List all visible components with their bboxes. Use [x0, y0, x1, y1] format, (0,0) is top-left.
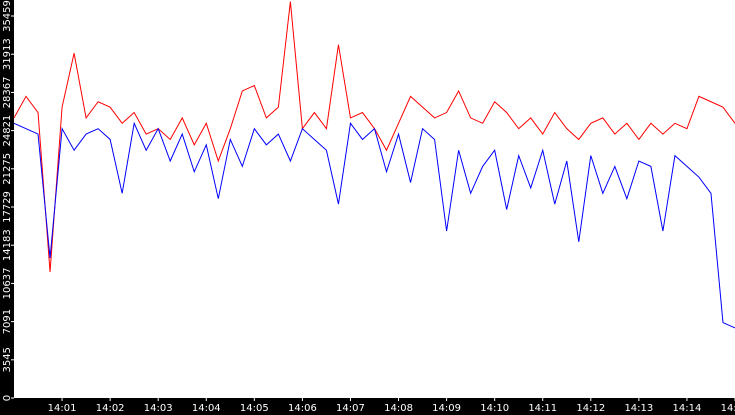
- y-tick-label: 14183: [2, 229, 13, 261]
- y-tick-label: 21275: [2, 153, 13, 185]
- x-tick-label: 14:14: [673, 403, 702, 414]
- y-tick-label: 17729: [2, 191, 13, 223]
- y-tick-label: 10637: [2, 268, 13, 300]
- y-tick-label: 0: [2, 395, 13, 401]
- y-tick-label: 7091: [2, 309, 13, 334]
- x-tick-label: 14:06: [288, 403, 317, 414]
- x-tick-label: 14:07: [336, 403, 365, 414]
- y-tick-label: 28367: [2, 77, 13, 109]
- x-tick-label: 14:08: [384, 403, 413, 414]
- y-tick-label: 3545: [2, 347, 13, 372]
- x-tick-label: 14:10: [480, 403, 509, 414]
- y-tick-label: 35459: [2, 0, 13, 32]
- y-tick-label: 24821: [2, 115, 13, 147]
- x-tick-label: 14:02: [96, 403, 125, 414]
- line-series: [13, 1, 735, 272]
- x-tick-label: 14:01: [48, 403, 77, 414]
- x-tick-label: 14:13: [624, 403, 653, 414]
- x-tick-label: 14:11: [528, 403, 557, 414]
- x-tick-label: 14:09: [432, 403, 461, 414]
- x-tick-label: 14:12: [576, 403, 605, 414]
- line-series: [13, 121, 735, 329]
- y-tick-label: 31913: [2, 38, 13, 70]
- x-tick-label: 14:15: [721, 403, 735, 414]
- x-axis-strip: [0, 398, 735, 415]
- y-axis-strip: [0, 0, 14, 415]
- x-tick-label: 14:04: [192, 403, 221, 414]
- x-tick-label: 14:05: [240, 403, 269, 414]
- x-tick-label: 14:03: [144, 403, 173, 414]
